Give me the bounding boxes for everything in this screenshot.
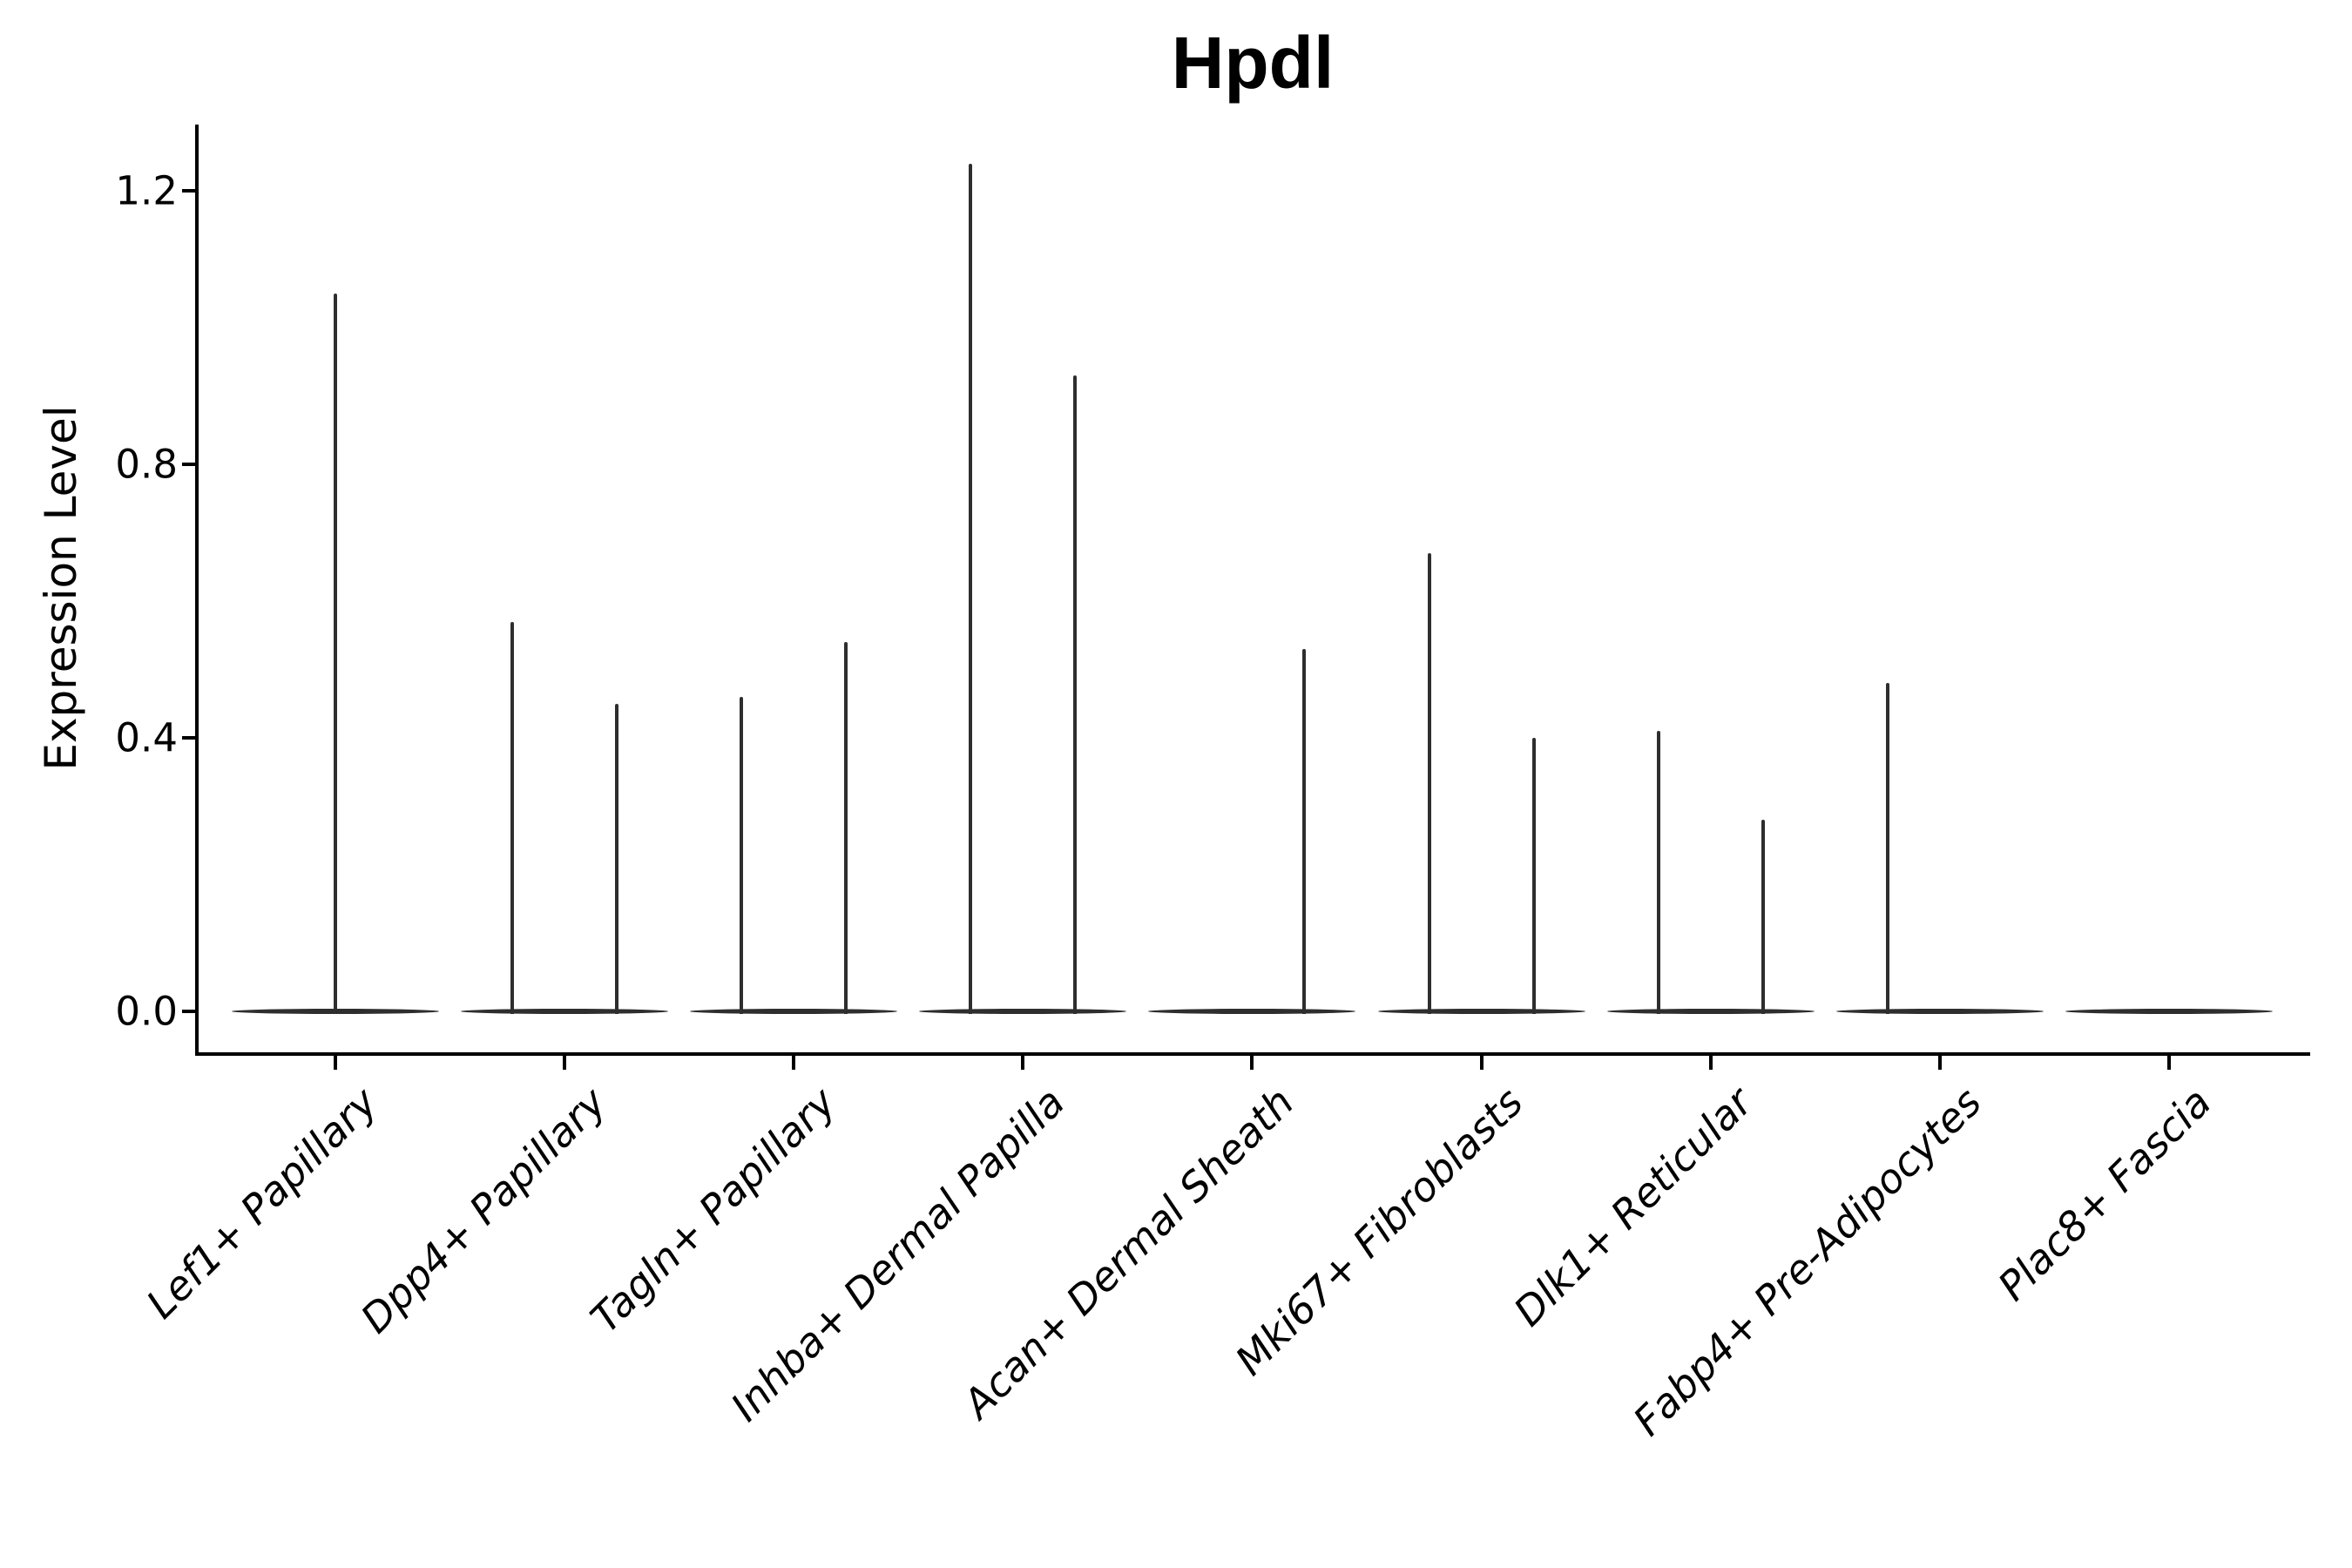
y-tick-mark xyxy=(182,1010,195,1013)
violin-spike xyxy=(969,163,973,1014)
x-tick-mark xyxy=(1021,1054,1025,1070)
violin-spike xyxy=(740,696,744,1014)
violin-spike xyxy=(1885,683,1889,1014)
violin-base xyxy=(1606,1009,1815,1014)
violin-spike xyxy=(1073,375,1078,1014)
violin-base xyxy=(1835,1009,2044,1014)
y-tick-label: 1.2 xyxy=(115,167,178,214)
x-tick-mark xyxy=(563,1054,567,1070)
violin-spike xyxy=(615,703,619,1014)
y-axis-label: Expression Level xyxy=(36,405,86,771)
violin-base xyxy=(461,1009,669,1014)
y-tick-label: 0.0 xyxy=(115,988,178,1035)
x-tick-label: Lef1+ Papillary xyxy=(137,1078,387,1328)
x-tick-mark xyxy=(1479,1054,1484,1070)
y-tick-label: 0.4 xyxy=(115,714,178,761)
violin-base xyxy=(919,1009,1127,1014)
x-tick-mark xyxy=(1937,1054,1942,1070)
x-tick-mark xyxy=(2166,1054,2171,1070)
y-axis-spine xyxy=(195,125,199,1056)
x-tick-label: Dpp4+ Papillary xyxy=(351,1078,616,1342)
violin-spike xyxy=(1427,553,1431,1014)
x-tick-label: Plac8+ Fascia xyxy=(1988,1078,2220,1310)
violin-spike xyxy=(844,642,848,1014)
violin-spike xyxy=(334,293,337,1014)
violin-base xyxy=(1148,1009,1356,1014)
y-tick-mark xyxy=(182,189,195,193)
violin-base xyxy=(2065,1009,2273,1014)
x-tick-mark xyxy=(1250,1054,1254,1070)
x-tick-mark xyxy=(1708,1054,1713,1070)
y-tick-mark xyxy=(182,736,195,740)
violin-spike xyxy=(1656,731,1660,1014)
x-tick-mark xyxy=(792,1054,796,1070)
violin-base xyxy=(1377,1009,1585,1014)
y-tick-mark xyxy=(182,463,195,466)
violin-spike xyxy=(1302,648,1307,1014)
violin-spike xyxy=(510,621,515,1014)
violin-spike xyxy=(1531,738,1536,1014)
y-tick-label: 0.8 xyxy=(115,441,178,488)
chart-title: Hpdl xyxy=(1171,22,1335,104)
x-tick-label: Dlk1+ Reticular xyxy=(1504,1078,1761,1335)
x-tick-mark xyxy=(334,1054,337,1070)
violin-base xyxy=(690,1009,898,1014)
violin-spike xyxy=(1761,820,1765,1014)
x-tick-label: Tagln+ Papillary xyxy=(581,1078,845,1342)
